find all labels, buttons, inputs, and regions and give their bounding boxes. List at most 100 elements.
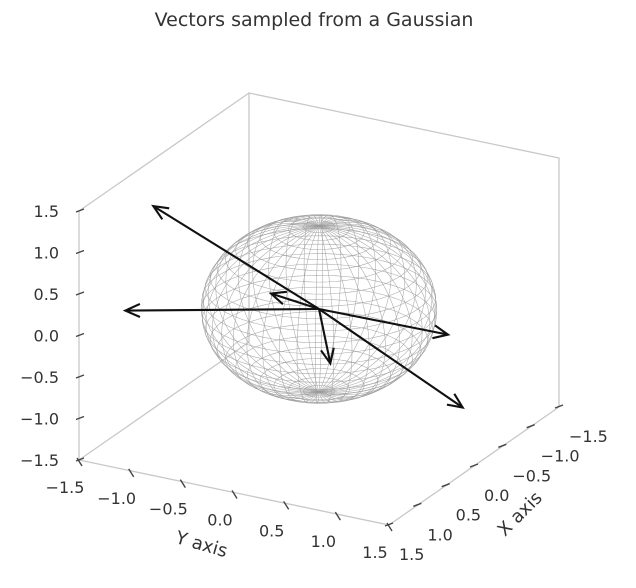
x-tick-mark — [554, 404, 564, 409]
vector-shaft — [270, 292, 320, 310]
sphere-longitude-line — [315, 225, 320, 404]
sphere-longitude-line — [215, 222, 320, 393]
sphere-longitude-line — [285, 215, 320, 393]
sphere-longitude-line — [303, 214, 320, 393]
sphere-longitude-line — [318, 216, 376, 393]
y-tick-mark — [283, 500, 290, 510]
x-tick-mark — [498, 443, 507, 448]
y-tick-mark — [128, 468, 135, 478]
chart-title: Vectors sampled from a Gaussian — [155, 9, 474, 31]
back-wall-outline — [248, 92, 560, 407]
sphere-longitude-line — [318, 225, 436, 393]
z-tick-mark — [75, 249, 85, 255]
sphere-longitude-line — [318, 223, 426, 393]
sphere-longitude-line — [318, 225, 386, 401]
z-tick-mark — [75, 208, 85, 213]
y-tick-label: −0.5 — [149, 500, 188, 519]
sphere-longitude-line — [278, 225, 320, 403]
sphere-longitude-line — [225, 221, 320, 393]
vector-arrow — [317, 308, 335, 366]
sphere-longitude-line — [268, 216, 320, 393]
axis-ticks: −1.5−1.0−0.50.00.51.01.5−1.5−1.0−0.50.00… — [20, 202, 608, 564]
vector-arrow — [318, 308, 465, 409]
z-tick-label: −1.5 — [20, 451, 59, 470]
x-tick-label: 1.5 — [399, 545, 424, 564]
sphere-longitude-line — [318, 220, 406, 393]
sphere-longitude-line — [318, 215, 360, 393]
z-tick-mark — [75, 457, 85, 462]
x-tick-label: −1.0 — [541, 447, 580, 466]
sphere-longitude-line — [318, 214, 323, 393]
vector-arrowhead — [151, 204, 170, 220]
z-tick-mark — [75, 415, 85, 421]
vector-arrowhead — [122, 302, 141, 318]
vector-arrow — [151, 204, 320, 310]
x-tick-label: −0.5 — [512, 466, 551, 485]
sphere-longitude-line — [318, 225, 335, 404]
sphere-longitude-line — [318, 225, 437, 393]
sphere-longitude-line — [205, 225, 320, 394]
x-tick-mark — [384, 522, 394, 527]
z-tick-label: −1.0 — [20, 409, 59, 428]
z-tick-label: −0.5 — [20, 368, 59, 387]
sphere-longitude-line — [318, 224, 433, 393]
z-tick-mark — [75, 332, 85, 338]
z-tick-label: 1.0 — [34, 243, 59, 262]
x-tick-label: −1.5 — [569, 427, 608, 446]
vector-arrowhead — [320, 347, 335, 366]
sphere-longitude-line — [232, 225, 320, 398]
vector-arrow — [268, 290, 320, 310]
y-tick-label: 1.0 — [311, 532, 336, 551]
sphere-longitude-line — [318, 218, 392, 393]
x-tick-mark — [441, 483, 450, 488]
x-tick-mark — [526, 424, 535, 429]
vector-shaft — [318, 307, 449, 336]
vector-shaft — [317, 308, 332, 364]
sphere-longitude-line — [207, 224, 320, 393]
floor-back-left-edge — [78, 341, 250, 461]
x-tick-label: 0.5 — [456, 506, 481, 525]
x-tick-mark — [469, 463, 479, 468]
sphere-wireframe — [200, 214, 438, 404]
x-tick-mark — [413, 502, 422, 507]
vector-shaft — [318, 308, 464, 409]
y-tick-label: −1.5 — [46, 478, 85, 497]
x-tick-label: 0.0 — [484, 486, 509, 505]
z-tick-label: 0.0 — [34, 326, 59, 345]
y-tick-mark — [334, 511, 341, 521]
sphere-longitude-line — [201, 225, 320, 393]
y-tick-mark — [231, 490, 238, 499]
z-tick-mark — [75, 291, 85, 296]
z-tick-label: 1.5 — [34, 202, 59, 221]
y-tick-label: 0.5 — [259, 521, 284, 540]
z-tick-label: 0.5 — [34, 285, 59, 304]
vector-arrow — [318, 307, 451, 340]
z-tick-mark — [75, 374, 85, 379]
sphere-longitude-line — [200, 225, 320, 393]
vector-arrowhead — [446, 393, 465, 409]
sphere-latitude-line — [201, 253, 437, 343]
sphere-longitude-line — [318, 225, 353, 403]
sphere-longitude-line — [318, 225, 438, 393]
vector-shaft — [125, 307, 320, 312]
sphere-longitude-line — [202, 225, 320, 393]
y-tick-label: 0.0 — [207, 510, 232, 529]
y-tick-mark — [76, 457, 83, 467]
sphere-longitude-line — [262, 225, 320, 402]
sphere-longitude-line — [252, 217, 320, 393]
sphere-longitude-line — [246, 225, 320, 400]
sphere-longitude-line — [296, 225, 320, 404]
sphere-longitude-line — [212, 225, 320, 395]
y-axis-label: Y axis — [172, 527, 229, 562]
y-tick-mark — [179, 479, 186, 489]
vector-shaft — [152, 205, 320, 310]
sphere-longitude-line — [318, 225, 370, 402]
vector-arrow — [122, 302, 320, 318]
vector-arrowhead — [268, 290, 288, 305]
sphere-longitude-line — [318, 225, 413, 397]
vector-arrowhead — [432, 324, 451, 340]
sphere-longitude-line — [318, 225, 431, 394]
y-tick-label: −1.0 — [97, 489, 136, 508]
vector-arrows — [122, 204, 465, 409]
